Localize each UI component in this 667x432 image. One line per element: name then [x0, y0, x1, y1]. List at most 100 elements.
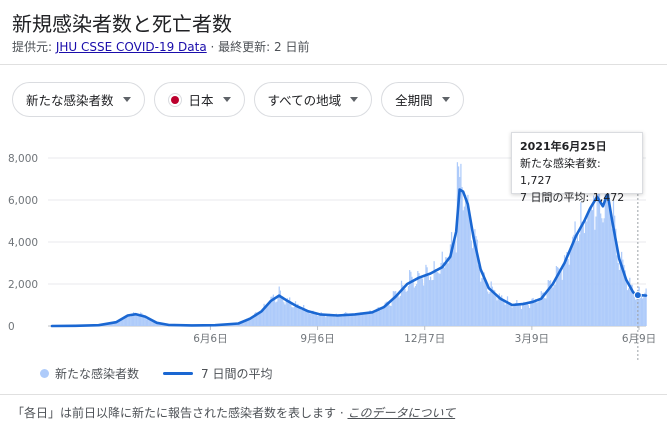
daily-bar	[407, 286, 410, 326]
daily-bar	[300, 310, 302, 326]
daily-bar	[561, 279, 563, 326]
daily-bar	[129, 316, 131, 326]
daily-bar	[596, 186, 598, 326]
daily-bar	[512, 306, 514, 326]
daily-bar	[551, 286, 553, 326]
daily-bar	[506, 296, 509, 326]
source-line: 提供元: JHU CSSE COVID-19 Data · 最終更新: 2 日前	[12, 38, 309, 55]
daily-bar	[376, 308, 378, 326]
daily-bar	[435, 272, 438, 326]
daily-bar	[440, 262, 442, 326]
daily-bar	[463, 206, 466, 326]
daily-bar	[510, 304, 512, 326]
daily-bar	[331, 316, 333, 326]
daily-bar	[307, 310, 309, 326]
daily-bar	[151, 320, 153, 326]
metric-dropdown[interactable]: 新たな感染者数	[12, 82, 145, 117]
filter-bar: 新たな感染者数 日本 すべての地域 全期間	[12, 82, 464, 117]
daily-bar	[567, 259, 569, 326]
footer: 「各日」は前日以降に新たに報告された感染者数を表します · このデータについて	[12, 406, 456, 420]
daily-bar	[122, 318, 124, 326]
daily-bar	[631, 284, 633, 326]
daily-bar	[421, 278, 424, 326]
daily-bar	[419, 276, 421, 326]
daily-bar	[369, 310, 371, 326]
daily-bar	[286, 298, 288, 326]
source-prefix: 提供元:	[12, 40, 56, 54]
caret-down-icon	[222, 97, 231, 102]
daily-bar	[640, 296, 643, 326]
daily-bar	[360, 312, 362, 326]
daily-bar	[612, 201, 615, 326]
daily-bar	[634, 299, 637, 326]
daily-bar	[572, 236, 574, 326]
daily-bar	[261, 311, 263, 326]
daily-bar	[110, 322, 113, 326]
daily-bar	[593, 195, 595, 326]
daily-bar	[497, 295, 499, 326]
daily-bar	[498, 293, 500, 326]
daily-bar	[296, 304, 298, 326]
daily-bar	[269, 301, 271, 326]
daily-bar	[298, 307, 300, 326]
y-tick-label: 0	[8, 321, 15, 333]
daily-bar	[588, 208, 590, 326]
period-dropdown[interactable]: 全期間	[381, 82, 464, 117]
daily-bar	[318, 315, 320, 326]
daily-bar	[448, 255, 450, 326]
daily-bar	[474, 229, 476, 326]
daily-bar	[120, 319, 122, 326]
daily-bar	[390, 305, 392, 326]
daily-bar	[410, 271, 412, 326]
hover-point	[633, 291, 642, 300]
daily-bar	[577, 240, 580, 326]
y-tick-label: 8,000	[8, 153, 38, 165]
daily-bar	[317, 315, 319, 326]
cases-chart[interactable]: 0 2,000 4,000 6,000 8,000 6月6日 9月6日 12月7日 3月9日 6月…	[0, 130, 667, 360]
daily-bar	[266, 306, 269, 326]
daily-bar	[548, 280, 551, 326]
last-updated: · 最終更新: 2 日前	[206, 40, 310, 54]
daily-bar	[348, 314, 350, 326]
daily-bar	[313, 312, 315, 326]
daily-bar	[155, 321, 157, 326]
daily-bar	[526, 301, 528, 326]
daily-bar	[137, 315, 139, 326]
daily-bar	[119, 319, 121, 326]
region-dropdown[interactable]: すべての地域	[253, 82, 373, 117]
source-link[interactable]: JHU CSSE COVID-19 Data	[55, 40, 207, 54]
daily-bar	[531, 298, 533, 326]
daily-bar	[395, 291, 397, 326]
daily-bar	[516, 300, 518, 326]
daily-bar	[292, 307, 294, 326]
daily-bar	[555, 266, 558, 326]
daily-bar	[329, 315, 332, 326]
about-data-link[interactable]: このデータについて	[347, 406, 456, 420]
daily-bar	[382, 308, 384, 326]
daily-bar	[396, 295, 398, 326]
daily-bar	[301, 309, 304, 326]
daily-bar	[240, 322, 242, 326]
daily-bar	[643, 297, 645, 326]
daily-bar	[250, 318, 252, 326]
daily-bar	[449, 244, 452, 326]
line-legend-label: 7 日間の平均	[201, 367, 273, 381]
daily-bar	[342, 316, 344, 326]
daily-bar	[456, 162, 459, 326]
daily-bar	[344, 312, 347, 326]
daily-bar	[568, 264, 570, 326]
country-dropdown[interactable]: 日本	[153, 82, 245, 117]
daily-bar	[411, 276, 413, 326]
daily-bar	[385, 301, 387, 326]
daily-bar	[453, 245, 455, 326]
daily-bar	[123, 316, 125, 326]
daily-bar	[356, 314, 358, 326]
daily-bar	[257, 311, 259, 326]
daily-bar	[255, 312, 257, 326]
daily-bar	[469, 221, 471, 326]
daily-bar	[315, 314, 318, 326]
daily-bar	[430, 276, 432, 326]
chart-tooltip: 2021年6月25日 新たな感染者数: 1,727 7 日間の平均: 1,472	[511, 132, 643, 204]
daily-bar	[532, 297, 534, 326]
daily-bar	[287, 301, 290, 326]
